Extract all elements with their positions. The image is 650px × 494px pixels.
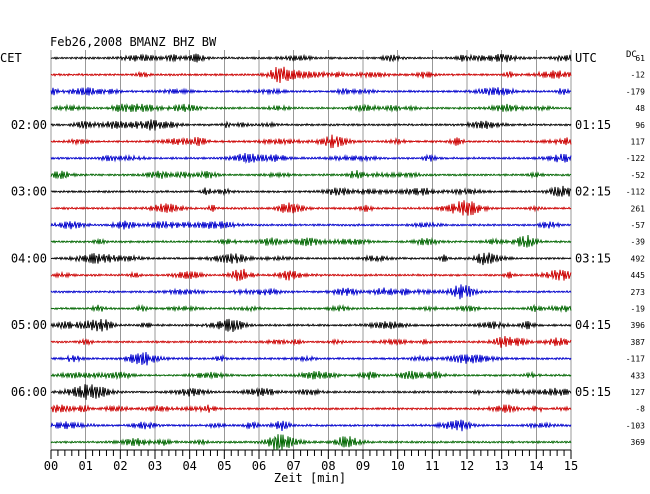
dc-offset-label: 445 — [631, 271, 646, 280]
seismic-traces — [50, 53, 572, 451]
seismic-trace — [50, 234, 572, 248]
dc-offset-label: 261 — [631, 204, 646, 213]
x-tick-label: 12 — [460, 459, 474, 473]
seismic-trace — [50, 370, 572, 381]
dc-offset-label: -57 — [631, 221, 646, 230]
dc-offset-label: -122 — [626, 154, 645, 163]
seismic-trace — [50, 419, 572, 432]
dc-offset-label: -39 — [631, 238, 646, 247]
dc-offset-label: -117 — [626, 355, 645, 364]
dc-offset-label: 273 — [631, 288, 646, 297]
seismic-trace — [50, 53, 572, 63]
seismic-trace — [50, 384, 572, 400]
dc-offset-label: -112 — [626, 188, 645, 197]
x-tick-label: 07 — [286, 459, 300, 473]
seismic-trace — [50, 303, 572, 313]
right-hour-label: 04:15 — [575, 318, 611, 332]
seismic-trace — [50, 252, 572, 266]
dc-offset-label: 96 — [635, 121, 645, 130]
right-hour-label: 01:15 — [575, 118, 611, 132]
left-hour-label: 06:00 — [11, 385, 47, 399]
seismic-trace — [50, 434, 572, 451]
dc-offset-label: 369 — [631, 438, 646, 447]
x-tick-label: 02 — [113, 459, 127, 473]
x-tick-label: 13 — [494, 459, 508, 473]
x-tick-label: 01 — [78, 459, 92, 473]
dc-offset-label: 433 — [631, 371, 646, 380]
dc-offset-label: -8 — [635, 405, 645, 414]
seismic-trace — [50, 66, 572, 84]
right-hour-label: UTC — [575, 51, 597, 65]
x-tick-label: 14 — [529, 459, 543, 473]
seismic-trace — [50, 153, 572, 164]
dc-offset-label: -179 — [626, 87, 645, 96]
seismic-trace — [50, 185, 572, 197]
x-tick-label: 08 — [321, 459, 335, 473]
seismic-trace — [50, 200, 572, 216]
x-tick-label: 15 — [564, 459, 578, 473]
left-hour-label: 02:00 — [11, 118, 47, 132]
left-hour-label: 04:00 — [11, 251, 47, 265]
left-timezone-label: CET — [0, 51, 22, 65]
x-tick-label: 10 — [390, 459, 404, 473]
dc-offset-label: -103 — [626, 421, 645, 430]
chart-title: Feb26,2008 BMANZ BHZ BW — [50, 35, 217, 49]
right-hour-label: 03:15 — [575, 251, 611, 265]
axis-labels: 00 01 02 03 04 05 06 07 08 09 10 11 12 13 14 15 61 -12 -17… — [11, 51, 645, 473]
seismic-trace — [50, 170, 572, 180]
seismic-trace — [50, 87, 572, 97]
x-tick-label: 06 — [252, 459, 266, 473]
left-hour-label: 05:00 — [11, 318, 47, 332]
seismic-trace — [50, 335, 572, 348]
seismic-trace — [50, 134, 572, 149]
dc-offset-label: 396 — [631, 321, 646, 330]
seismic-trace — [50, 284, 572, 300]
left-hour-label: 03:00 — [11, 185, 47, 199]
seismic-trace — [50, 103, 572, 113]
x-axis-label: Zeit [min] — [274, 471, 346, 485]
dc-offset-label: 387 — [631, 338, 646, 347]
x-tick-label: 03 — [148, 459, 162, 473]
x-tick-label: 05 — [217, 459, 231, 473]
dc-offset-label: 127 — [631, 388, 646, 397]
seismic-trace — [50, 318, 572, 332]
dc-offset-label: 61 — [635, 54, 645, 63]
x-tick-label: 00 — [44, 459, 58, 473]
x-tick-label: 09 — [356, 459, 370, 473]
grid — [50, 50, 572, 459]
dc-header: DC — [626, 50, 637, 60]
x-tick-label: 04 — [182, 459, 196, 473]
dc-offset-label: -12 — [631, 71, 646, 80]
seismic-trace — [50, 220, 572, 230]
dc-offset-label: -19 — [631, 305, 646, 314]
seismic-trace — [50, 404, 572, 414]
seismic-trace — [50, 268, 572, 282]
x-tick-label: 11 — [425, 459, 439, 473]
right-hour-label: 02:15 — [575, 185, 611, 199]
seismic-trace — [50, 352, 572, 366]
dc-offset-label: 492 — [631, 254, 646, 263]
right-hour-label: 05:15 — [575, 385, 611, 399]
dc-offset-label: 48 — [635, 104, 645, 113]
dc-offset-label: -52 — [631, 171, 646, 180]
dc-offset-label: 117 — [631, 138, 646, 147]
seismic-trace — [50, 119, 572, 131]
